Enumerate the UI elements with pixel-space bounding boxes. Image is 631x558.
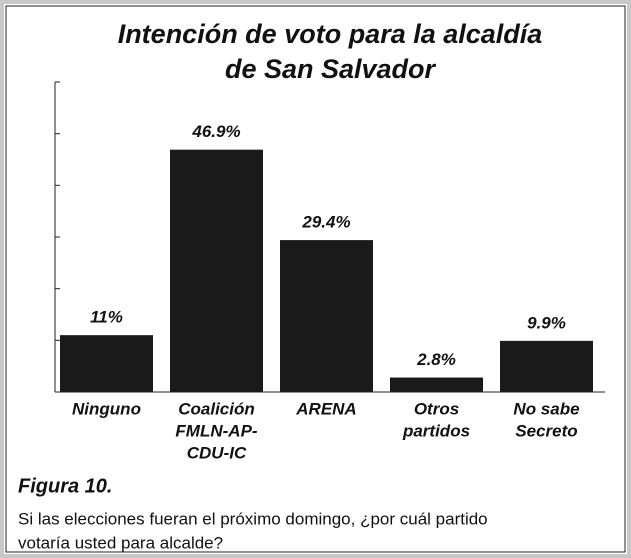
bar	[390, 377, 483, 392]
panel-border	[5, 5, 626, 553]
x-tick-label: No sabe	[513, 399, 579, 418]
x-tick-label: ARENA	[295, 399, 356, 418]
bar	[60, 335, 153, 392]
caption-text: votaría usted para alcalde?	[18, 533, 223, 552]
x-tick-label: Secreto	[515, 421, 577, 440]
bar	[280, 240, 373, 392]
value-label: 46.9%	[191, 122, 240, 141]
x-tick-label: CDU-IC	[187, 443, 247, 462]
x-tick-label: partidos	[402, 421, 470, 440]
bar	[500, 340, 593, 392]
caption-label: Figura 10.	[18, 475, 112, 497]
caption-text: Si las elecciones fueran el próximo domi…	[18, 509, 488, 528]
value-label: 29.4%	[301, 213, 350, 232]
chart-title: de San Salvador	[225, 54, 437, 84]
bar	[170, 149, 263, 392]
chart-title: Intención de voto para la alcaldía	[118, 19, 543, 49]
x-tick-label: Ninguno	[72, 399, 141, 418]
value-label: 11%	[90, 308, 123, 327]
x-tick-label: FMLN-AP-	[175, 421, 257, 440]
value-label: 2.8%	[416, 350, 456, 369]
x-tick-label: Otros	[414, 399, 459, 418]
value-label: 9.9%	[527, 313, 566, 332]
x-tick-label: Coalición	[178, 399, 255, 418]
